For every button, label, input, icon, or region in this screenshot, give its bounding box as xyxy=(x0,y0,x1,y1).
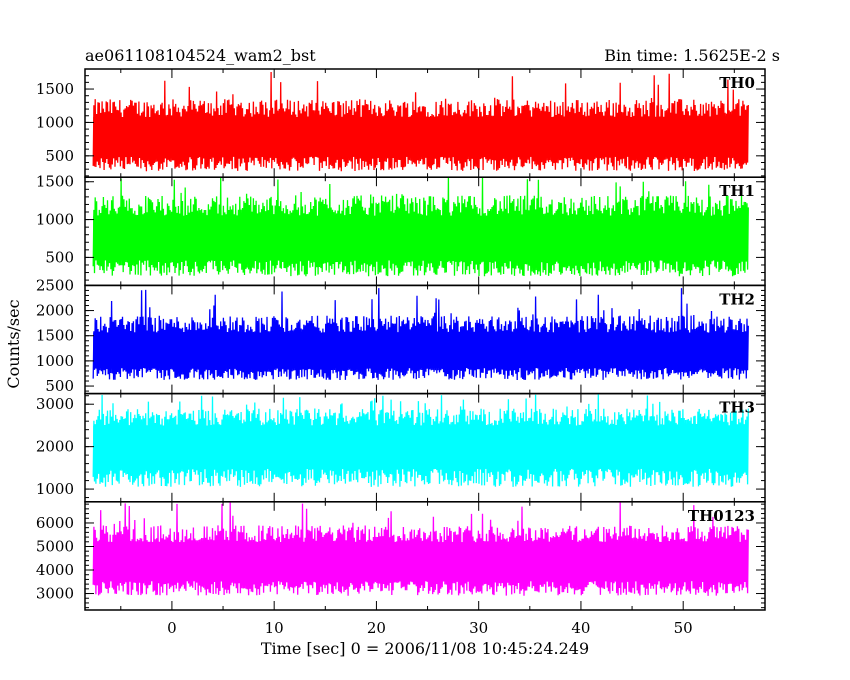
panel-th0123: 3000 4000 5000 6000 TH0123 xyxy=(36,501,766,611)
y-tick-label: 2000 xyxy=(36,302,74,320)
y-tick-label: 1000 xyxy=(36,352,74,370)
y-tick-label: 5000 xyxy=(36,537,74,555)
x-tick-label: 40 xyxy=(571,619,590,637)
x-tick-label: 50 xyxy=(674,619,693,637)
series-band-th3 xyxy=(93,425,748,469)
x-tick-label: 10 xyxy=(265,619,284,637)
y-tick-label: 1000 xyxy=(36,211,74,229)
chart-title-left: ae061108104524_wam2_bst xyxy=(85,46,316,65)
y-tick-label: 6000 xyxy=(36,514,74,532)
legend-label-th1: TH1 xyxy=(719,182,755,200)
y-tick-label: 500 xyxy=(45,377,74,395)
panel-th1: 500 1000 1500 TH1 xyxy=(36,173,766,287)
legend-label-th0: TH0 xyxy=(719,74,755,92)
legend-label-th3: TH3 xyxy=(719,399,755,417)
legend-label-th2: TH2 xyxy=(719,290,755,308)
y-tick-label: 1000 xyxy=(36,113,74,131)
y-axis-title: Counts/sec xyxy=(4,299,23,388)
y-tick-label: 2500 xyxy=(36,276,74,294)
y-tick-label: 3000 xyxy=(36,585,74,603)
x-tick-label: 0 xyxy=(167,619,177,637)
y-tick-label: 1500 xyxy=(36,173,74,191)
panel-th2: 500 1000 1500 2000 2500 TH2 xyxy=(36,276,766,395)
y-tick-label: 500 xyxy=(45,147,74,165)
x-tick-label: 30 xyxy=(469,619,488,637)
panel-th0: 500 1000 1500 TH0 xyxy=(36,68,766,178)
x-tick-label: 20 xyxy=(367,619,386,637)
y-tick-label: 1000 xyxy=(36,480,74,498)
legend-label-th0123: TH0123 xyxy=(688,507,755,525)
series-band-th0123 xyxy=(93,542,748,582)
series-band-th2 xyxy=(93,332,748,369)
chart-title-right: Bin time: 1.5625E-2 s xyxy=(604,46,780,65)
y-tick-label: 1500 xyxy=(36,327,74,345)
y-tick-label: 2000 xyxy=(36,438,74,456)
series-band-th0 xyxy=(93,117,748,157)
y-tick-label: 3000 xyxy=(36,395,74,413)
y-tick-label: 500 xyxy=(45,248,74,266)
y-tick-label: 1500 xyxy=(36,80,74,98)
x-axis-title: Time [sec] 0 = 2006/11/08 10:45:24.249 xyxy=(261,639,589,658)
panel-th3: 1000 2000 3000 TH3 xyxy=(36,392,766,503)
y-tick-label: 4000 xyxy=(36,561,74,579)
series-band-th1 xyxy=(93,215,748,261)
